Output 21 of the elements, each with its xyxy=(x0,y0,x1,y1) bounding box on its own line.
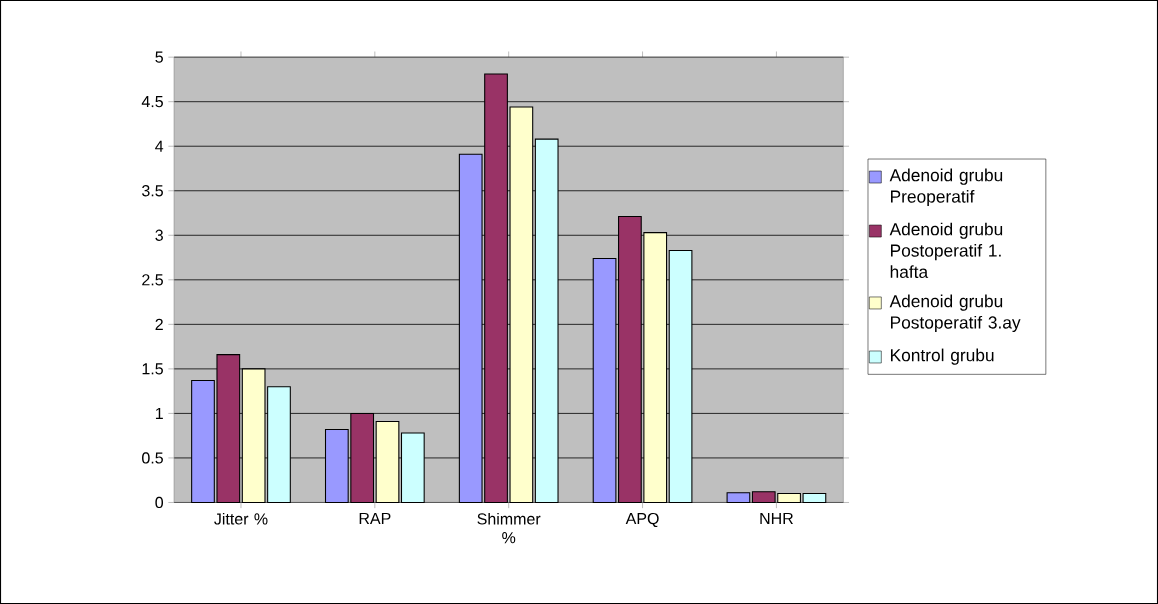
legend-label: Kontrol grubu xyxy=(891,348,994,365)
y-tick-label: 0.5 xyxy=(142,452,163,464)
y-tick-label: 2.5 xyxy=(142,274,163,286)
y-tick-label: 0 xyxy=(155,496,164,509)
y-tick-label: 5 xyxy=(155,51,163,63)
legend-label: Adenoid grubu Postoperatif 1. hafta xyxy=(889,222,1003,279)
y-tick-label: 2 xyxy=(155,318,163,330)
x-tick-label: Shimmer % xyxy=(477,512,541,544)
x-tick-label: Jitter % xyxy=(214,512,268,525)
x-tick-label: RAP xyxy=(359,512,391,524)
x-tick-label: NHR xyxy=(760,512,793,524)
y-tick-label: 1.5 xyxy=(142,363,163,375)
y-tick-label: 3 xyxy=(155,229,163,241)
y-tick-label: 4 xyxy=(155,140,164,152)
x-tick-label: APQ xyxy=(625,512,659,528)
y-tick-label: 1 xyxy=(155,407,163,419)
y-tick-label: 3.5 xyxy=(142,185,163,197)
legend-label: Adenoid grubu Postoperatif 3.ay xyxy=(889,294,1021,333)
legend-label: Adenoid grubu Preoperatif xyxy=(889,168,1003,207)
y-tick-label: 4.5 xyxy=(141,96,163,108)
bar xyxy=(726,492,751,503)
